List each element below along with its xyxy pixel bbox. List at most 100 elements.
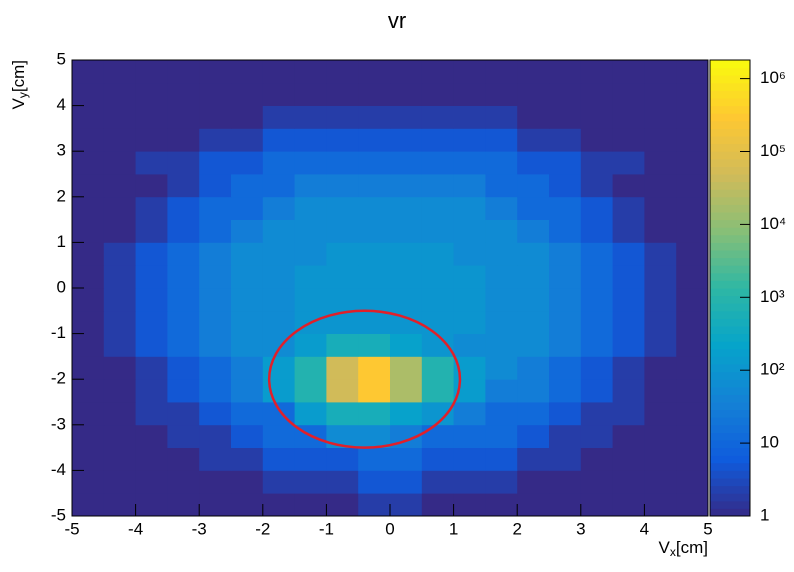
heat-cell [676,288,709,312]
x-label-base: V [659,538,671,557]
heat-cell [453,424,486,448]
heat-cell [517,151,550,175]
heat-cell [612,493,645,517]
heat-cell [231,310,264,334]
heat-cell [453,470,486,494]
heat-cell [390,470,423,494]
heat-cell [199,493,232,517]
heat-cell [549,196,582,220]
heat-cell [517,470,550,494]
heat-cell [580,447,613,471]
heat-cell [549,82,582,106]
colorbar-segment [710,485,750,494]
heat-cell [453,493,486,517]
heat-cell [421,402,454,426]
heat-cell [167,60,200,84]
heat-cell [358,379,391,403]
heat-cell [103,470,136,494]
heat-cell [453,310,486,334]
colorbar-segment [710,356,750,365]
y-tick-label: -5 [51,505,66,524]
heat-cell [72,356,105,380]
heat-cell [390,242,423,266]
heat-cell [103,219,136,243]
heat-cell [390,151,423,175]
heat-cell [103,356,136,380]
heat-cell [72,128,105,152]
heat-cell [549,447,582,471]
heat-cell [676,151,709,175]
colorbar-segment [710,219,750,228]
heat-cell [644,402,677,426]
heat-cell [199,310,232,334]
heat-cell [390,265,423,289]
heat-cell [135,128,168,152]
colorbar-segment [710,174,750,183]
heat-cell [517,196,550,220]
heat-cell [72,151,105,175]
colorbar-segment [710,326,750,335]
heat-cell [549,424,582,448]
colorbar-segment [710,234,750,243]
heat-cell [231,288,264,312]
heat-cell [135,356,168,380]
heat-cell [390,379,423,403]
heat-cell [262,493,295,517]
heat-cell [421,82,454,106]
heat-cell [644,174,677,198]
heat-cell [644,82,677,106]
heat-cell [294,105,327,129]
heat-cell [485,219,518,243]
colorbar-frame [709,59,751,517]
heat-cell [390,288,423,312]
heat-cell [199,265,232,289]
colorbar-segment [710,508,750,517]
heat-cell [199,333,232,357]
heat-cell [358,447,391,471]
heat-cell [453,447,486,471]
colorbar-segment [710,500,750,509]
heat-cell [262,288,295,312]
heat-cell [612,447,645,471]
heat-cell [453,265,486,289]
heat-cell [262,128,295,152]
colorbar-segment [710,98,750,107]
heat-cell [485,60,518,84]
z-tick-label: 10⁵ [760,141,786,160]
heat-cell [72,493,105,517]
heat-cell [199,356,232,380]
heat-cell [167,493,200,517]
heat-cell [612,105,645,129]
heat-cell [358,265,391,289]
heat-cell [644,379,677,403]
heat-cell [676,447,709,471]
heat-cell [103,493,136,517]
heat-cell [72,174,105,198]
heat-cell [517,174,550,198]
heat-cell [199,196,232,220]
heat-cell [199,470,232,494]
heat-cell [612,174,645,198]
heat-cell [199,288,232,312]
heat-cell [103,128,136,152]
heat-cell [421,265,454,289]
heat-cell [135,105,168,129]
colorbar-segment [710,341,750,350]
heat-cell [580,174,613,198]
heat-cell [103,379,136,403]
y-label-sub: y [16,92,30,98]
z-tick-label: 10 [760,433,779,452]
heat-cell [612,424,645,448]
heat-cell [262,174,295,198]
heat-cell [580,356,613,380]
heat-cell [421,105,454,129]
heat-cell [676,470,709,494]
heat-cell [644,447,677,471]
heat-cell [262,60,295,84]
colorbar-segment [710,280,750,289]
heat-cell [549,379,582,403]
heat-cell [676,82,709,106]
heat-cell [453,288,486,312]
heat-cell [231,424,264,448]
